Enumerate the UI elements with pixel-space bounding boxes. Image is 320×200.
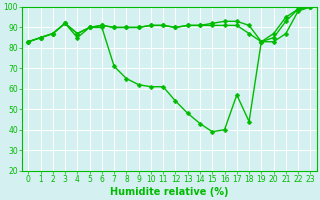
X-axis label: Humidite relative (%): Humidite relative (%) (110, 187, 228, 197)
